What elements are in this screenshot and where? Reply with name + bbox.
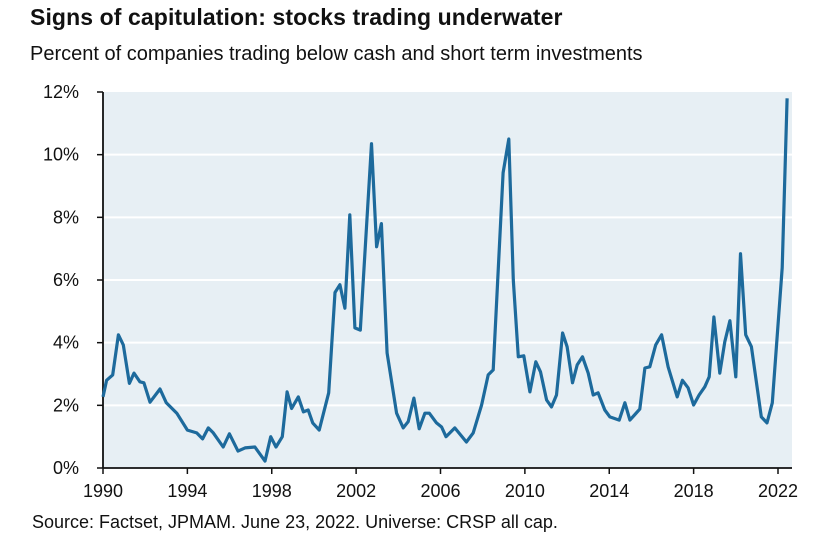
- y-tick-label: 10%: [43, 145, 79, 165]
- x-tick-label: 1994: [167, 481, 207, 501]
- x-tick-label: 2018: [674, 481, 714, 501]
- source-note: Source: Factset, JPMAM. June 23, 2022. U…: [32, 512, 558, 532]
- chart-subtitle: Percent of companies trading below cash …: [30, 43, 643, 65]
- x-tick-label: 2014: [589, 481, 629, 501]
- axes: [97, 91, 792, 474]
- y-tick-label: 6%: [53, 270, 79, 290]
- tick-labels: 0% 2% 4% 6% 8% 10% 12% 1990 1994 1998 2002 2006 2010…: [43, 82, 798, 501]
- y-tick-label: 12%: [43, 82, 79, 102]
- series-line: [101, 98, 789, 463]
- gridlines: [103, 153, 792, 407]
- y-tick-label: 2%: [53, 395, 79, 415]
- x-tick-label: 1990: [83, 481, 123, 501]
- x-tick-label: 2002: [336, 481, 376, 501]
- chart-title: Signs of capitulation: stocks trading un…: [30, 4, 563, 30]
- x-tick-label: 2010: [505, 481, 545, 501]
- y-tick-label: 0%: [53, 458, 79, 478]
- y-tick-label: 8%: [53, 207, 79, 227]
- x-tick-label: 1998: [252, 481, 292, 501]
- y-tick-label: 4%: [53, 333, 79, 353]
- x-tick-label: 2022: [758, 481, 798, 501]
- x-tick-label: 2006: [420, 481, 460, 501]
